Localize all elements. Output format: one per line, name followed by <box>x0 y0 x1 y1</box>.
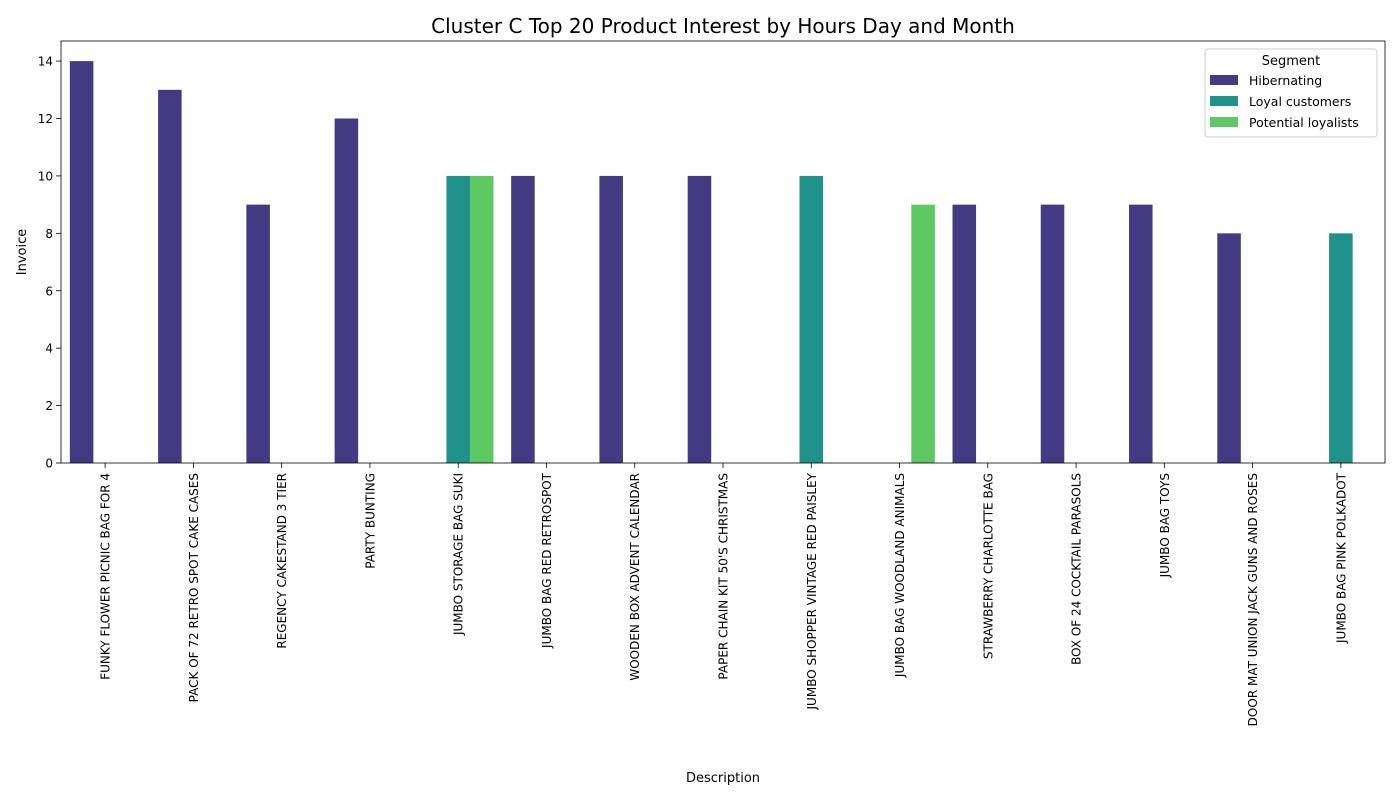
bar-potential-loyalists-4 <box>469 175 494 463</box>
y-axis-ticks: 0 2 4 6 8 10 12 14 <box>38 55 61 471</box>
y-axis-label: Invoice <box>15 229 30 275</box>
bar-hibernating-5 <box>511 175 535 463</box>
legend-items: Hibernating Loyal customers Potential loya… <box>1210 73 1359 130</box>
x-tick-label: JUMBO SHOPPER VINTAGE RED PAISLEY <box>805 472 819 710</box>
bar-hibernating-3 <box>334 118 359 464</box>
y-tick-label: 2 <box>45 399 53 413</box>
bars-group <box>69 61 1353 464</box>
y-tick-label: 0 <box>45 457 53 471</box>
legend-swatch <box>1210 75 1238 85</box>
legend-title: Segment <box>1262 54 1321 69</box>
bar-hibernating-6 <box>599 175 623 463</box>
bar-hibernating-0 <box>69 61 94 463</box>
bar-loyal-customers-4 <box>446 175 470 463</box>
legend-label: Potential loyalists <box>1249 115 1359 130</box>
x-tick-label: PACK OF 72 RETRO SPOT CAKE CASES <box>187 473 201 702</box>
x-tick-label: BOX OF 24 COCKTAIL PARASOLS <box>1070 473 1084 665</box>
bar-potential-loyalists-9 <box>911 204 935 463</box>
bar-loyal-customers-14 <box>1329 233 1353 463</box>
bar-hibernating-11 <box>1040 204 1065 463</box>
bar-loyal-customers-8 <box>799 175 824 463</box>
x-tick-label: PARTY BUNTING <box>363 473 377 569</box>
legend: Segment Hibernating Loyal customers Potent… <box>1204 48 1378 138</box>
bar-hibernating-7 <box>687 175 712 463</box>
x-tick-label: STRAWBERRY CHARLOTTE BAG <box>981 473 995 659</box>
legend-swatch <box>1210 117 1238 127</box>
bar-hibernating-1 <box>158 89 182 463</box>
x-tick-label: JUMBO BAG RED RETROSPOT <box>540 472 554 649</box>
x-axis-ticks: FUNKY FLOWER PICNIC BAG FOR 4 PACK OF 72 … <box>99 463 1348 726</box>
x-tick-label: JUMBO BAG PINK POLKADOT <box>1334 472 1348 644</box>
y-tick-label: 10 <box>38 169 53 183</box>
bar-hibernating-13 <box>1217 233 1241 463</box>
x-tick-label: WOODEN BOX ADVENT CALENDAR <box>628 473 642 681</box>
bar-hibernating-2 <box>246 204 270 463</box>
chart-title: Cluster C Top 20 Product Interest by Hou… <box>431 14 1015 38</box>
y-tick-label: 4 <box>45 342 53 356</box>
legend-label: Hibernating <box>1249 73 1322 88</box>
y-tick-label: 6 <box>45 284 53 298</box>
x-tick-label: FUNKY FLOWER PICNIC BAG FOR 4 <box>99 473 113 680</box>
bar-hibernating-12 <box>1129 204 1153 463</box>
x-tick-label: JUMBO BAG TOYS <box>1158 473 1172 578</box>
bar-hibernating-10 <box>952 204 977 463</box>
legend-box <box>1204 48 1378 138</box>
x-tick-label: DOOR MAT UNION JACK GUNS AND ROSES <box>1246 473 1260 726</box>
x-tick-label: JUMBO STORAGE BAG SUKI <box>452 473 466 636</box>
x-axis-label: Description <box>686 771 760 786</box>
y-tick-label: 14 <box>38 55 53 69</box>
legend-swatch <box>1210 96 1238 106</box>
legend-label: Loyal customers <box>1249 94 1351 109</box>
x-tick-label: REGENCY CAKESTAND 3 TIER <box>275 473 289 649</box>
x-tick-label: JUMBO BAG WOODLAND ANIMALS <box>893 473 907 678</box>
plot-frame <box>60 40 1386 464</box>
x-tick-label: PAPER CHAIN KIT 50'S CHRISTMAS <box>717 473 731 680</box>
y-tick-label: 8 <box>45 227 53 241</box>
y-tick-label: 12 <box>38 112 53 126</box>
plot-area: FUNKY FLOWER PICNIC BAG FOR 4 PACK OF 72 … <box>38 40 1386 726</box>
